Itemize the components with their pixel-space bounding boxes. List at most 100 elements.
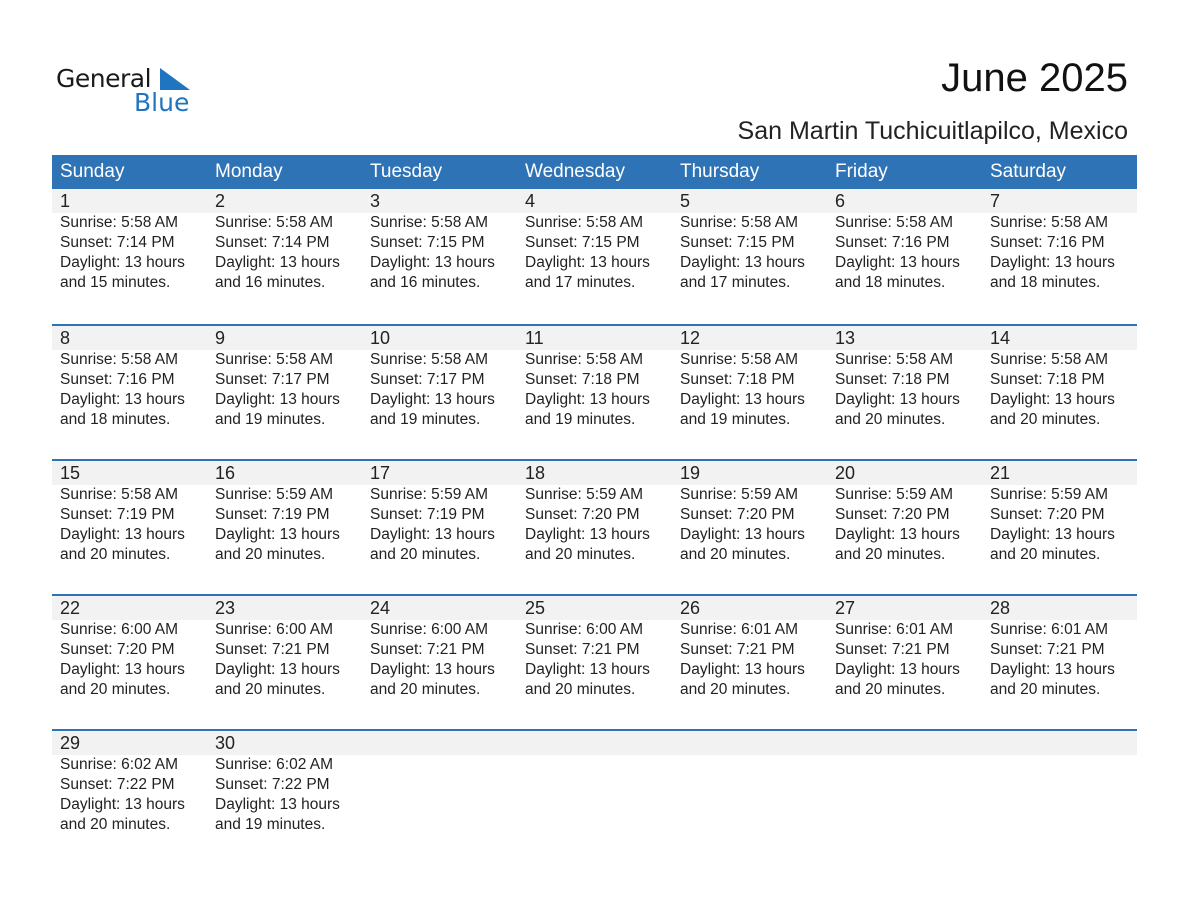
weekday-monday: Monday	[215, 161, 283, 182]
day-cell: 2 Sunrise: 5:58 AM Sunset: 7:14 PM Daylight…	[207, 189, 362, 293]
sunset-text: Sunset: 7:19 PM	[60, 506, 175, 523]
sunset-text: Sunset: 7:18 PM	[990, 371, 1105, 388]
date-band	[52, 461, 1137, 485]
sunset-text: Sunset: 7:17 PM	[215, 371, 330, 388]
sunrise-text: Sunrise: 6:02 AM	[60, 756, 179, 773]
day-cell: 17 Sunrise: 5:59 AM Sunset: 7:19 PM Dayligh…	[362, 461, 517, 565]
daylight1-text: Daylight: 13 hours	[215, 391, 340, 408]
day-cell: 28 Sunrise: 6:01 AM Sunset: 7:21 PM Dayligh…	[982, 596, 1137, 700]
weekday-header: Sunday Monday Tuesday Wednesday Thursday Frid…	[52, 155, 1137, 189]
day-cell: 3 Sunrise: 5:58 AM Sunset: 7:15 PM Daylight…	[362, 189, 517, 293]
sunset-text: Sunset: 7:16 PM	[60, 371, 175, 388]
weekday-sunday: Sunday	[60, 161, 125, 182]
day-number: 17	[370, 463, 391, 483]
day-cell: 5 Sunrise: 5:58 AM Sunset: 7:15 PM Daylight…	[672, 189, 827, 293]
date-band	[52, 731, 1137, 755]
sunset-text: Sunset: 7:19 PM	[370, 506, 485, 523]
sunrise-text: Sunrise: 5:58 AM	[215, 214, 334, 231]
daylight1-text: Daylight: 13 hours	[680, 661, 805, 678]
week-days: 8 Sunrise: 5:58 AM Sunset: 7:16 PM Daylight…	[52, 326, 1137, 430]
week-row: 15 Sunrise: 5:58 AM Sunset: 7:19 PM Dayligh…	[52, 459, 1137, 594]
week-days: 1 Sunrise: 5:58 AM Sunset: 7:14 PM Daylight…	[52, 189, 1137, 293]
day-cell: 11 Sunrise: 5:58 AM Sunset: 7:18 PM Dayligh…	[517, 326, 672, 430]
day-number: 22	[60, 598, 81, 618]
sunset-text: Sunset: 7:21 PM	[370, 641, 485, 658]
week-row: 29 Sunrise: 6:02 AM Sunset: 7:22 PM Dayligh…	[52, 729, 1137, 864]
sunset-text: Sunset: 7:21 PM	[990, 641, 1105, 658]
weekday-saturday: Saturday	[990, 161, 1067, 182]
daylight1-text: Daylight: 13 hours	[525, 526, 650, 543]
day-cell: 7 Sunrise: 5:58 AM Sunset: 7:16 PM Daylight…	[982, 189, 1137, 293]
day-cell: 16 Sunrise: 5:59 AM Sunset: 7:19 PM Dayligh…	[207, 461, 362, 565]
day-number: 13	[835, 328, 856, 348]
sunset-text: Sunset: 7:14 PM	[215, 234, 330, 251]
daylight1-text: Daylight: 13 hours	[215, 254, 340, 271]
sunrise-text: Sunrise: 6:00 AM	[525, 621, 644, 638]
day-number: 10	[370, 328, 391, 348]
daylight1-text: Daylight: 13 hours	[60, 391, 185, 408]
day-number: 24	[370, 598, 391, 618]
day-number: 4	[525, 191, 536, 211]
sunset-text: Sunset: 7:21 PM	[215, 641, 330, 658]
daylight2-text: and 19 minutes.	[680, 411, 791, 428]
logo-word-blue: Blue	[134, 88, 190, 117]
day-number: 20	[835, 463, 856, 483]
daylight1-text: Daylight: 13 hours	[990, 254, 1115, 271]
sunset-text: Sunset: 7:18 PM	[525, 371, 640, 388]
day-number: 2	[215, 191, 226, 211]
calendar: Sunday Monday Tuesday Wednesday Thursday Frid…	[52, 155, 1137, 864]
sunrise-text: Sunrise: 5:59 AM	[990, 486, 1109, 503]
day-cell: 9 Sunrise: 5:58 AM Sunset: 7:17 PM Daylight…	[207, 326, 362, 430]
day-number: 19	[680, 463, 701, 483]
date-band	[52, 326, 1137, 350]
daylight1-text: Daylight: 13 hours	[215, 796, 340, 813]
day-cell: 14 Sunrise: 5:58 AM Sunset: 7:18 PM Dayligh…	[982, 326, 1137, 430]
day-cell: 30 Sunrise: 6:02 AM Sunset: 7:22 PM Dayligh…	[207, 731, 362, 835]
sunrise-text: Sunrise: 5:58 AM	[525, 214, 644, 231]
sunset-text: Sunset: 7:21 PM	[680, 641, 795, 658]
daylight2-text: and 20 minutes.	[990, 546, 1101, 563]
day-cell: 6 Sunrise: 5:58 AM Sunset: 7:16 PM Daylight…	[827, 189, 982, 293]
daylight1-text: Daylight: 13 hours	[680, 526, 805, 543]
sunset-text: Sunset: 7:22 PM	[215, 776, 330, 793]
daylight1-text: Daylight: 13 hours	[990, 391, 1115, 408]
sunrise-text: Sunrise: 6:01 AM	[680, 621, 799, 638]
sunset-text: Sunset: 7:15 PM	[680, 234, 795, 251]
sunrise-text: Sunrise: 5:58 AM	[990, 214, 1109, 231]
daylight1-text: Daylight: 13 hours	[835, 391, 960, 408]
day-cell: 23 Sunrise: 6:00 AM Sunset: 7:21 PM Dayligh…	[207, 596, 362, 700]
date-band	[52, 189, 1137, 213]
daylight1-text: Daylight: 13 hours	[215, 661, 340, 678]
sunset-text: Sunset: 7:15 PM	[370, 234, 485, 251]
day-number: 14	[990, 328, 1011, 348]
day-cell: 21 Sunrise: 5:59 AM Sunset: 7:20 PM Dayligh…	[982, 461, 1137, 565]
daylight2-text: and 20 minutes.	[215, 546, 326, 563]
weekday-wednesday: Wednesday	[525, 161, 625, 182]
sunrise-text: Sunrise: 5:59 AM	[525, 486, 644, 503]
sunrise-text: Sunrise: 6:02 AM	[215, 756, 334, 773]
sunset-text: Sunset: 7:22 PM	[60, 776, 175, 793]
day-cell: 13 Sunrise: 5:58 AM Sunset: 7:18 PM Dayligh…	[827, 326, 982, 430]
daylight2-text: and 20 minutes.	[215, 681, 326, 698]
logo-triangle-icon	[160, 68, 190, 90]
sunset-text: Sunset: 7:20 PM	[60, 641, 175, 658]
day-cell: 19 Sunrise: 5:59 AM Sunset: 7:20 PM Dayligh…	[672, 461, 827, 565]
daylight2-text: and 17 minutes.	[525, 274, 636, 291]
sunrise-text: Sunrise: 5:58 AM	[60, 486, 179, 503]
day-number: 8	[60, 328, 71, 348]
day-cell: 15 Sunrise: 5:58 AM Sunset: 7:19 PM Dayligh…	[52, 461, 207, 565]
daylight2-text: and 20 minutes.	[525, 681, 636, 698]
week-row: 8 Sunrise: 5:58 AM Sunset: 7:16 PM Daylight…	[52, 324, 1137, 459]
day-cell: 20 Sunrise: 5:59 AM Sunset: 7:20 PM Dayligh…	[827, 461, 982, 565]
sunset-text: Sunset: 7:20 PM	[835, 506, 950, 523]
logo: General Blue	[56, 64, 196, 120]
sunrise-text: Sunrise: 6:00 AM	[370, 621, 489, 638]
daylight1-text: Daylight: 13 hours	[370, 391, 495, 408]
daylight2-text: and 15 minutes.	[60, 274, 171, 291]
day-cell: 4 Sunrise: 5:58 AM Sunset: 7:15 PM Daylight…	[517, 189, 672, 293]
sunset-text: Sunset: 7:14 PM	[60, 234, 175, 251]
sunrise-text: Sunrise: 5:59 AM	[835, 486, 954, 503]
week-row: 22 Sunrise: 6:00 AM Sunset: 7:20 PM Dayligh…	[52, 594, 1137, 729]
date-band	[52, 596, 1137, 620]
daylight2-text: and 20 minutes.	[835, 681, 946, 698]
